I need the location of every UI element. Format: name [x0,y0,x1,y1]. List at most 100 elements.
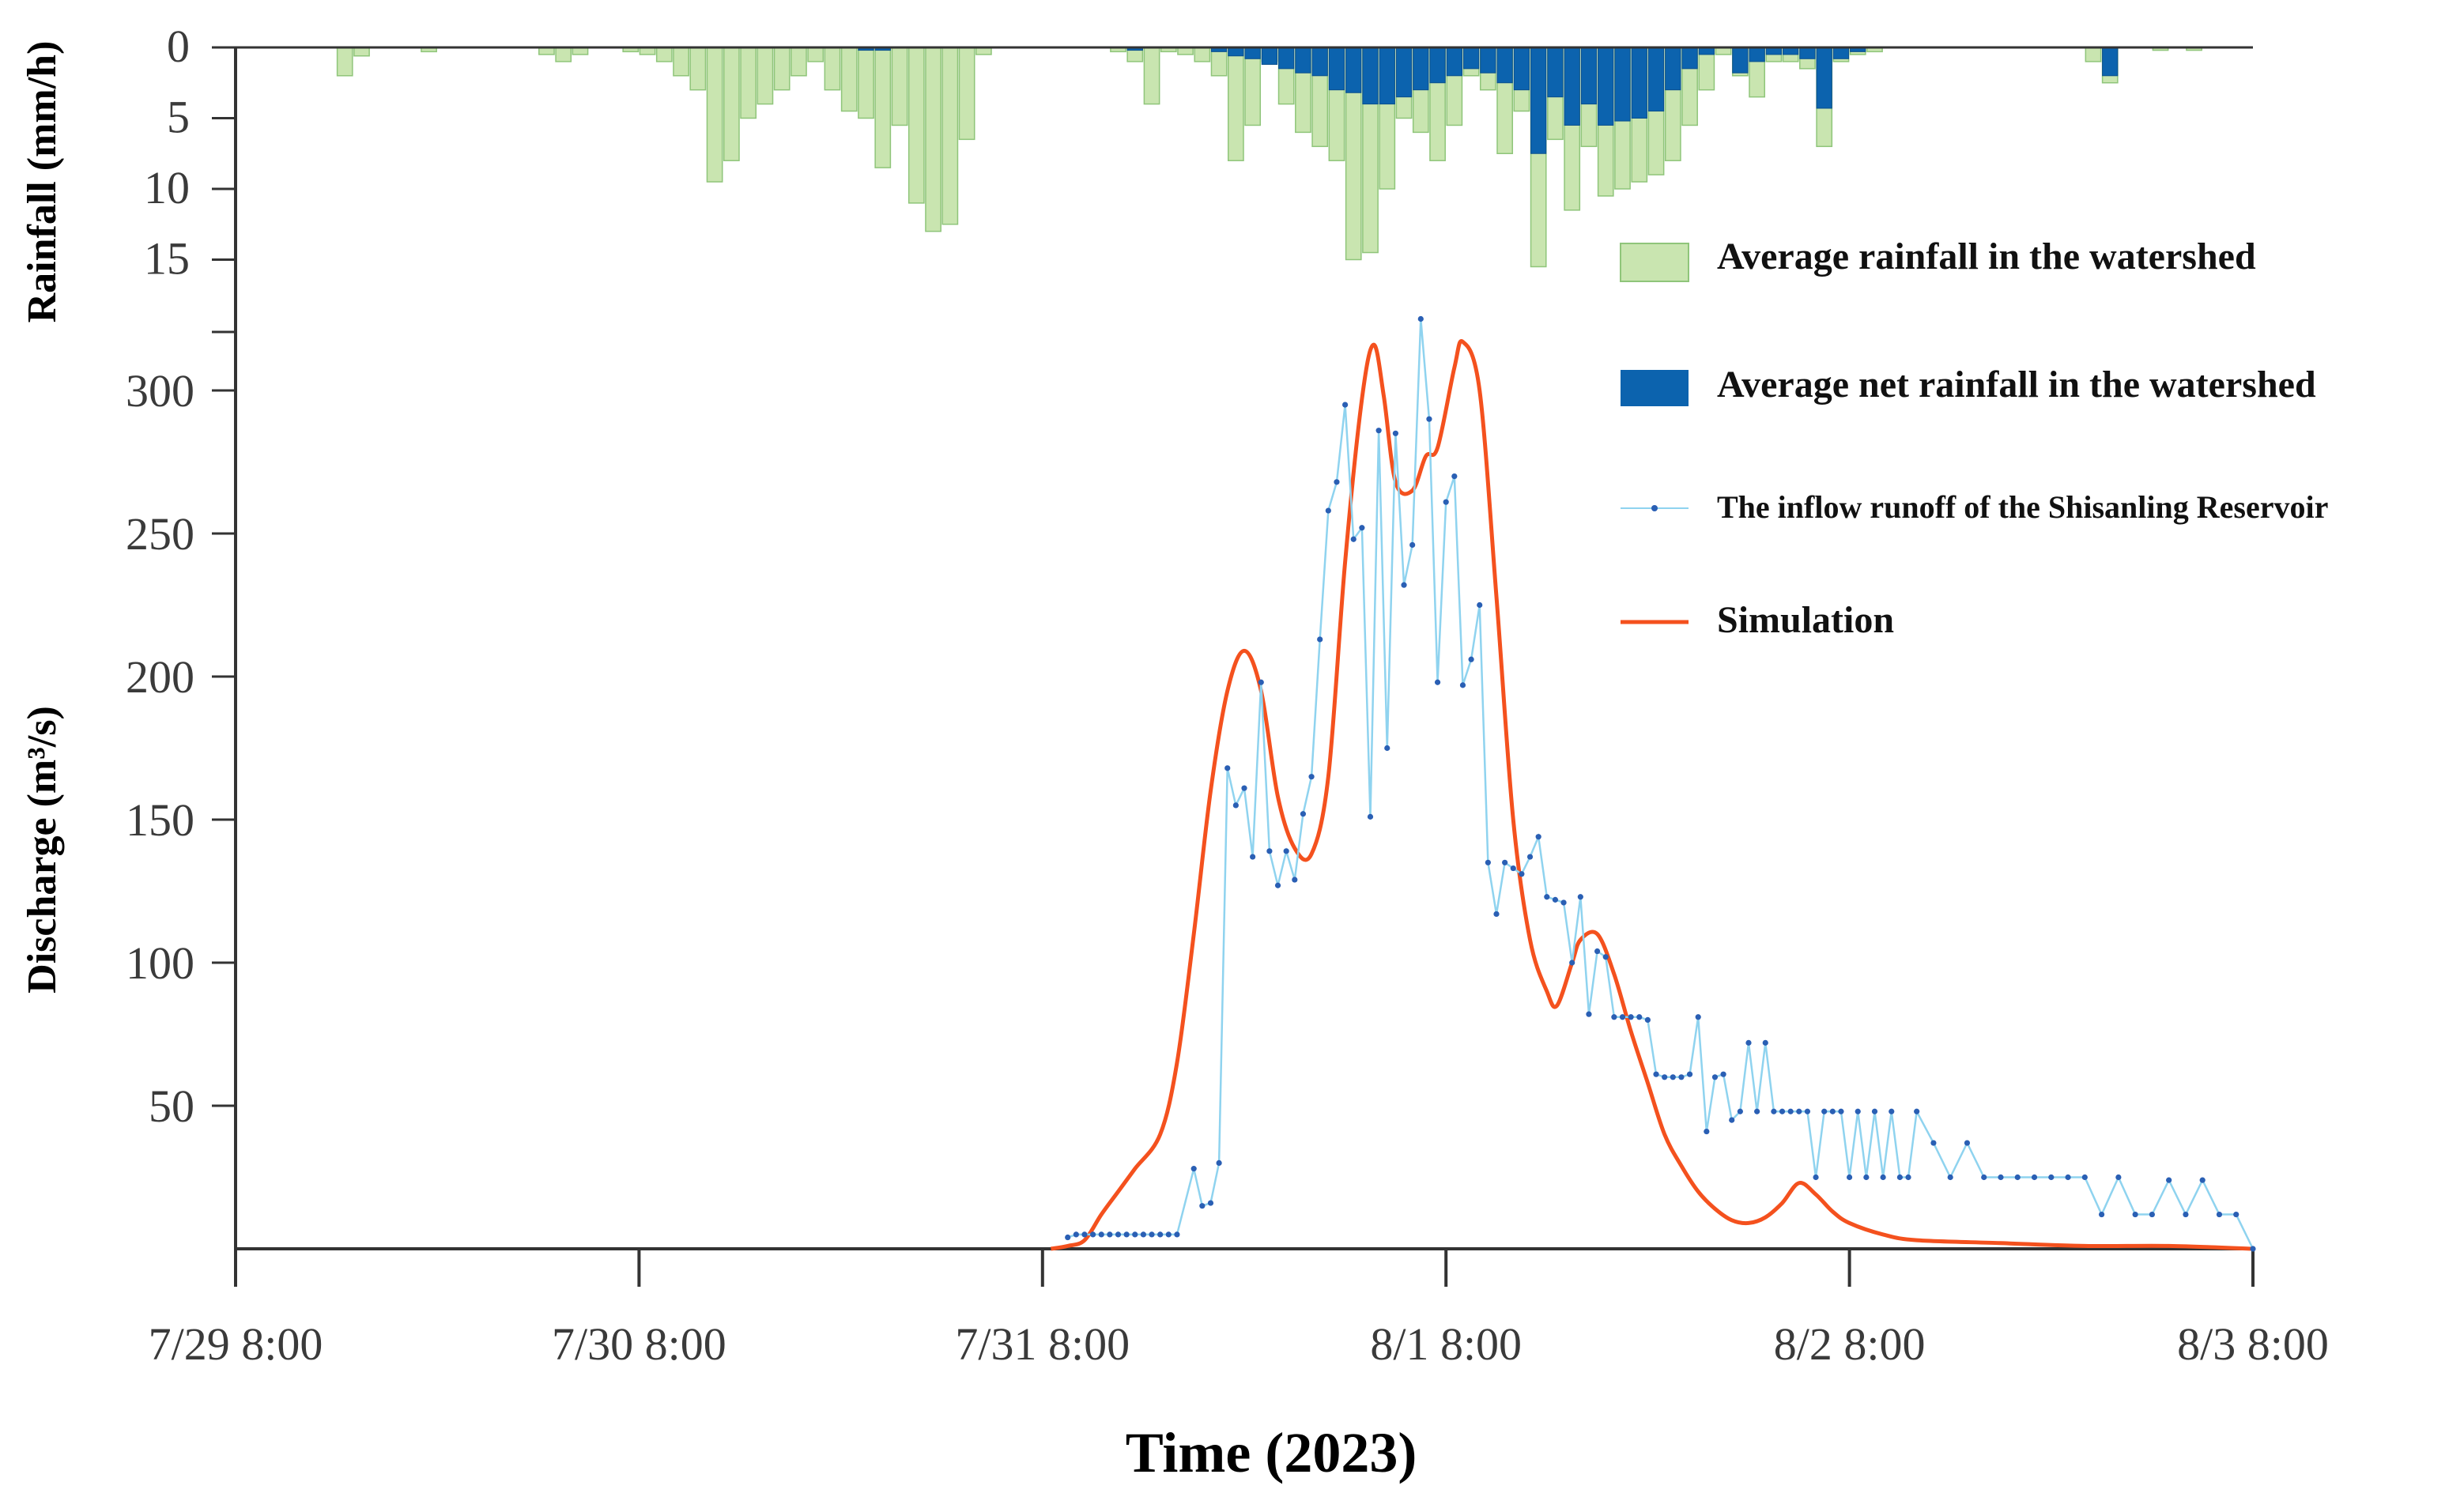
observed-point [1477,601,1483,609]
x-tick-label: 7/31 8:00 [955,1318,1130,1370]
observed-point [2081,1174,2088,1181]
net-rainfall-bar [1345,47,1362,93]
observed-point [1930,1140,1937,1146]
rainfall-bar [740,47,757,119]
observed-point [2233,1211,2239,1218]
observed-point [1350,536,1357,542]
x-tick-label: 8/2 8:00 [1774,1318,1926,1370]
observed-point [1737,1108,1743,1114]
rainfall-bar [655,47,673,62]
observed-point [1107,1231,1113,1238]
observed-point [1653,1071,1659,1077]
observed-point [1704,1128,1710,1135]
rainfall-bar [706,47,723,183]
rainfall-bars [336,47,2202,268]
observed-point [1729,1117,1735,1123]
rainfall-bar [1194,47,1211,62]
net-rainfall-bar [1328,47,1345,91]
net-rainfall-bar [1244,47,1261,59]
observed-point [1375,428,1382,434]
net-rainfall-bar [1446,47,1462,77]
observed-line [1067,319,2255,1250]
observed-point [1871,1108,1878,1114]
observed-point [1392,430,1398,436]
observed-point [1981,1174,1987,1181]
net-rainfall-bar [1362,47,1379,105]
rainfall-bar [791,47,807,77]
observed-point [1544,894,1550,900]
net-rainfall-bar [1261,47,1278,65]
observed-point [1216,1159,1222,1166]
observed-point [1401,582,1407,588]
legend-net-label: Average net rainfall in the watershed [1717,364,2316,405]
observed-point [2166,1177,2172,1183]
observed-point [1232,802,1239,809]
net-rainfall-bar [1580,47,1598,105]
rainfall-bar [891,47,908,126]
observed-point [1417,315,1424,322]
discharge-tick-label: 200 [126,651,194,703]
rainfall-bar [941,47,959,225]
observed-point [1434,679,1441,685]
rainfall-bar [874,47,892,168]
simulation-series [1051,339,2254,1251]
net-rainfall-bar [1598,47,1614,126]
legend-obs-marker [1651,505,1658,511]
observed-point [1090,1231,1096,1238]
observed-point [1308,774,1315,780]
observed-point [1274,882,1281,888]
x-tick-label: 8/1 8:00 [1370,1318,1522,1370]
net-rainfall-bar [1311,47,1328,77]
observed-point [1745,1039,1752,1046]
net-rainfall-bar [1413,47,1429,91]
rainfall-axis-label: Rainfall (mm/h) [20,41,65,323]
net-rainfall-bar [1496,47,1513,84]
observed-point [1947,1174,1953,1181]
observed-point [1695,1014,1701,1020]
net-rainfall-bar [1681,47,1698,70]
net-rainfall-bar [1547,47,1564,98]
net-rainfall-bar [1832,47,1850,59]
observed-point [2031,1174,2038,1181]
observed-point [1964,1140,1971,1146]
legend: Average rainfall in the watershed Averag… [1620,236,2328,641]
observed-point [1552,896,1559,903]
observed-point [2065,1174,2071,1181]
net-rainfall-bar [1732,47,1749,74]
observed-point [1409,541,1416,549]
rainfall-bar [807,47,824,62]
observed-point [1174,1231,1180,1238]
observed-point [1224,765,1231,771]
observed-point [1779,1108,1786,1114]
net-rainfall-bar [1647,47,1665,112]
observed-point [1426,416,1432,422]
rainfall-bar [673,47,689,77]
observed-point [1325,507,1331,514]
observed-point [1266,848,1273,854]
legend-rain-swatch [1620,243,1689,282]
observed-point [1813,1174,1819,1181]
net-rainfall-bar [1228,47,1244,57]
observed-point [1787,1108,1794,1114]
observed-point [1250,854,1256,860]
net-rainfall-bar [1799,47,1816,59]
observed-point [1762,1039,1768,1046]
observed-point [1140,1231,1146,1238]
observed-point [1115,1231,1122,1238]
observed-point [1459,682,1466,688]
observed-point [1796,1108,1802,1114]
observed-point [1485,859,1491,865]
observed-point [1451,473,1458,480]
observed-point [1199,1203,1206,1209]
net-rainfall-bar [1278,47,1295,70]
observed-point [1804,1108,1811,1114]
observed-point [1384,745,1390,752]
observed-point [1367,813,1374,820]
observed-point [1443,499,1449,505]
observed-point [1880,1174,1886,1181]
rainfall-bar [925,47,941,232]
observed-point [1889,1108,1895,1114]
net-rainfall-bar [1816,47,1832,109]
observed-point [1586,1011,1592,1017]
